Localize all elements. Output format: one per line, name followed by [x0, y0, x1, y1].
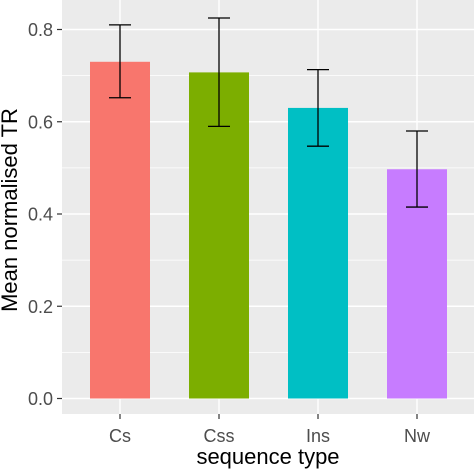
y-tick-label: 0.2 — [28, 297, 53, 317]
x-tick-label: Cs — [109, 426, 131, 446]
y-tick-label: 0.0 — [28, 389, 53, 409]
bar-cs — [90, 61, 150, 399]
y-tick-label: 0.8 — [28, 20, 53, 40]
x-tick-label: Nw — [404, 426, 431, 446]
y-axis: 0.0 0.2 0.4 0.6 0.8 — [28, 20, 62, 409]
x-tick-label: Css — [204, 426, 235, 446]
y-axis-label: Mean normalised TR — [0, 108, 22, 312]
x-axis-label: sequence type — [196, 444, 339, 469]
y-tick-label: 0.4 — [28, 205, 53, 225]
bar-ins — [288, 107, 348, 399]
x-axis: Cs Css Ins Nw — [109, 414, 431, 446]
x-tick-label: Ins — [306, 426, 330, 446]
error-bars — [109, 17, 428, 208]
y-tick-label: 0.6 — [28, 112, 53, 132]
